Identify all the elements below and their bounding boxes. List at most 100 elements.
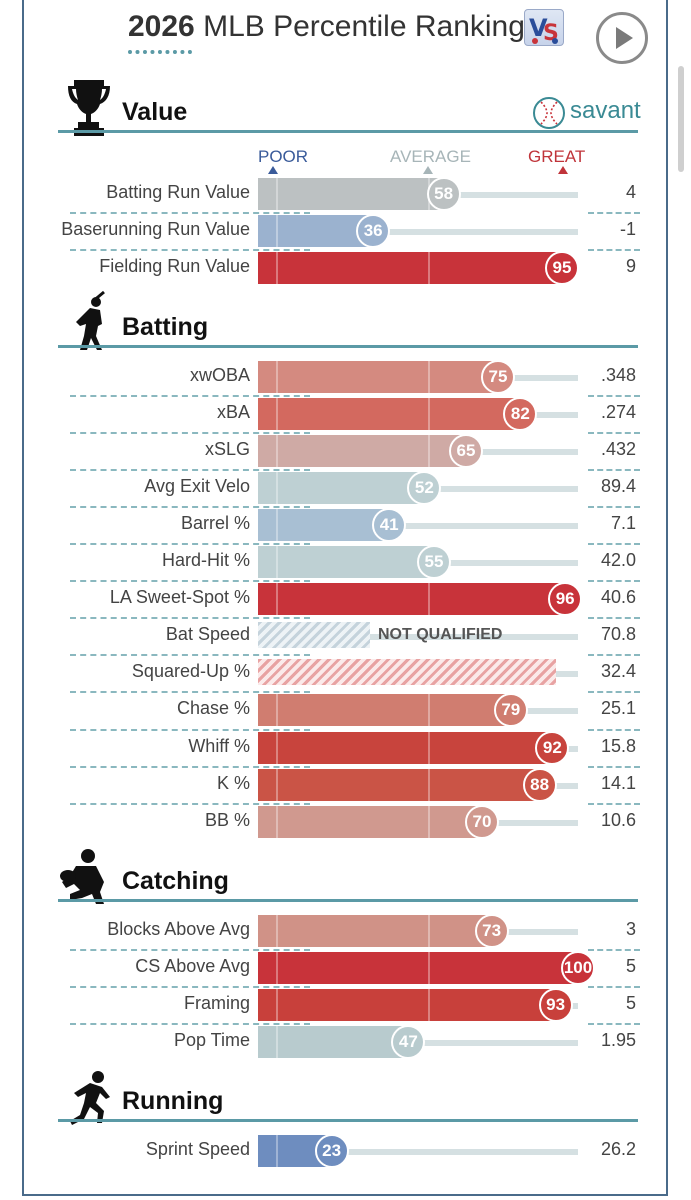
section-title-batting: Batting [122, 313, 209, 341]
row-divider [588, 580, 640, 582]
metric-row-fielding-run-value[interactable]: Fielding Run Value 95 9 [58, 249, 640, 285]
row-divider [588, 249, 640, 251]
row-divider [70, 395, 310, 397]
percentile-badge: 96 [548, 582, 583, 616]
row-divider [588, 506, 640, 508]
metric-label: xSLG [204, 439, 250, 459]
metric-row-xslg[interactable]: xSLG 65 .432 [58, 432, 640, 468]
metric-value: 1.95 [600, 1030, 636, 1050]
metric-label: Barrel % [180, 513, 250, 533]
metric-row-xba[interactable]: xBA 82 .274 [58, 395, 640, 431]
vs-logo-icon[interactable]: V S [524, 9, 564, 46]
metric-row-baserunning-run-value[interactable]: Baserunning Run Value 36 -1 [58, 212, 640, 248]
percentile-badge: 79 [493, 693, 528, 727]
metric-label: Framing [183, 993, 250, 1013]
percentile-bar [258, 989, 556, 1021]
metric-row-bb[interactable]: BB % 70 10.6 [58, 803, 640, 839]
row-divider [70, 617, 310, 619]
metric-label: Baserunning Run Value [61, 219, 250, 239]
section-divider [58, 345, 638, 348]
metric-row-bat-speed[interactable]: Bat Speed NOT QUALIFIED 70.8 [58, 617, 640, 652]
row-divider [70, 766, 310, 768]
metric-label: Fielding Run Value [99, 256, 250, 276]
metric-value: 32.4 [600, 661, 636, 681]
play-button[interactable] [596, 12, 648, 64]
metric-row-cs-above-avg[interactable]: CS Above Avg 100 5 [58, 949, 640, 985]
percentile-badge: 52 [407, 471, 442, 505]
metric-value: 10.6 [600, 810, 636, 830]
metric-row-la-sweet-spot[interactable]: LA Sweet-Spot % 96 40.6 [58, 580, 640, 616]
row-divider [70, 986, 310, 988]
metric-row-pop-time[interactable]: Pop Time 47 1.95 [58, 1023, 640, 1059]
percentile-bar [258, 583, 566, 615]
row-divider [70, 469, 310, 471]
page-title: 2026 MLB Percentile Rankings [128, 10, 540, 43]
metric-row-blocks-above-avg[interactable]: Blocks Above Avg 73 3 [58, 914, 640, 948]
section-title-running: Running [122, 1087, 224, 1115]
batter-icon [66, 290, 112, 359]
metric-row-k[interactable]: K % 88 14.1 [58, 766, 640, 802]
percentile-badge: 55 [417, 545, 451, 579]
section-title-catching: Catching [122, 867, 229, 895]
metric-label: Hard-Hit % [161, 550, 250, 570]
percentile-badge: 95 [545, 251, 579, 285]
percentile-badge: 41 [372, 508, 407, 542]
percentile-bar [258, 915, 492, 947]
percentile-bar [258, 178, 444, 210]
section-title-value: Value [122, 98, 188, 126]
catcher-icon [58, 848, 112, 911]
percentile-badge: 73 [474, 914, 509, 948]
metric-row-whiff[interactable]: Whiff % 92 15.8 [58, 729, 640, 765]
row-divider [70, 691, 310, 693]
metric-label: LA Sweet-Spot % [109, 587, 250, 607]
legend-average-label: AVERAGE [390, 147, 471, 166]
row-divider [70, 212, 310, 214]
scrollbar[interactable] [678, 66, 684, 172]
row-divider [70, 506, 310, 508]
percentile-bar [258, 509, 390, 541]
row-divider [588, 1023, 640, 1025]
legend-great-label: GREAT [528, 147, 586, 166]
section-divider [58, 899, 638, 902]
metric-value: 9 [625, 256, 636, 276]
metric-row-batting-run-value[interactable]: Batting Run Value 58 4 [58, 177, 640, 211]
percentile-track [258, 634, 578, 640]
metric-row-squared-up[interactable]: Squared-Up % 32.4 [58, 654, 640, 689]
percentile-track [258, 229, 578, 235]
metric-value: 25.1 [600, 698, 636, 718]
panel-frame [22, 0, 668, 1196]
metric-row-framing[interactable]: Framing 93 5 [58, 986, 640, 1022]
metric-row-chase[interactable]: Chase % 79 25.1 [58, 691, 640, 727]
row-divider [70, 432, 310, 434]
not-qualified-bar [258, 622, 370, 648]
percentile-track [258, 1149, 578, 1155]
metric-row-barrel[interactable]: Barrel % 41 7.1 [58, 506, 640, 542]
legend-marker [558, 166, 568, 174]
percentile-badge: 36 [356, 214, 391, 248]
not-qualified-label: NOT QUALIFIED [378, 626, 503, 643]
row-divider [70, 543, 310, 545]
savant-logo[interactable]: savant [532, 96, 641, 129]
row-divider [70, 1023, 310, 1025]
row-divider [70, 949, 310, 951]
row-divider [70, 249, 310, 251]
metric-row-xwoba[interactable]: xwOBA 75 .348 [58, 360, 640, 394]
metric-label: Squared-Up % [131, 661, 250, 681]
section-divider [58, 1119, 638, 1122]
percentile-bar [258, 398, 521, 430]
percentile-bar [258, 732, 553, 764]
percentile-bar [258, 435, 466, 467]
metric-value: 89.4 [600, 476, 636, 496]
metric-row-sprint-speed[interactable]: Sprint Speed 23 26.2 [58, 1134, 640, 1168]
percentile-bar [258, 361, 498, 393]
metric-label: K % [216, 773, 250, 793]
percentile-badge: 58 [426, 177, 461, 211]
percentile-bar [258, 806, 482, 838]
metric-value: 7.1 [610, 513, 636, 533]
row-divider [588, 729, 640, 731]
percentile-badge: 88 [522, 768, 557, 802]
metric-label: BB % [204, 810, 250, 830]
metric-row-avg-exit-velo[interactable]: Avg Exit Velo 52 89.4 [58, 469, 640, 505]
row-divider [70, 580, 310, 582]
metric-row-hard-hit[interactable]: Hard-Hit % 55 42.0 [58, 543, 640, 579]
